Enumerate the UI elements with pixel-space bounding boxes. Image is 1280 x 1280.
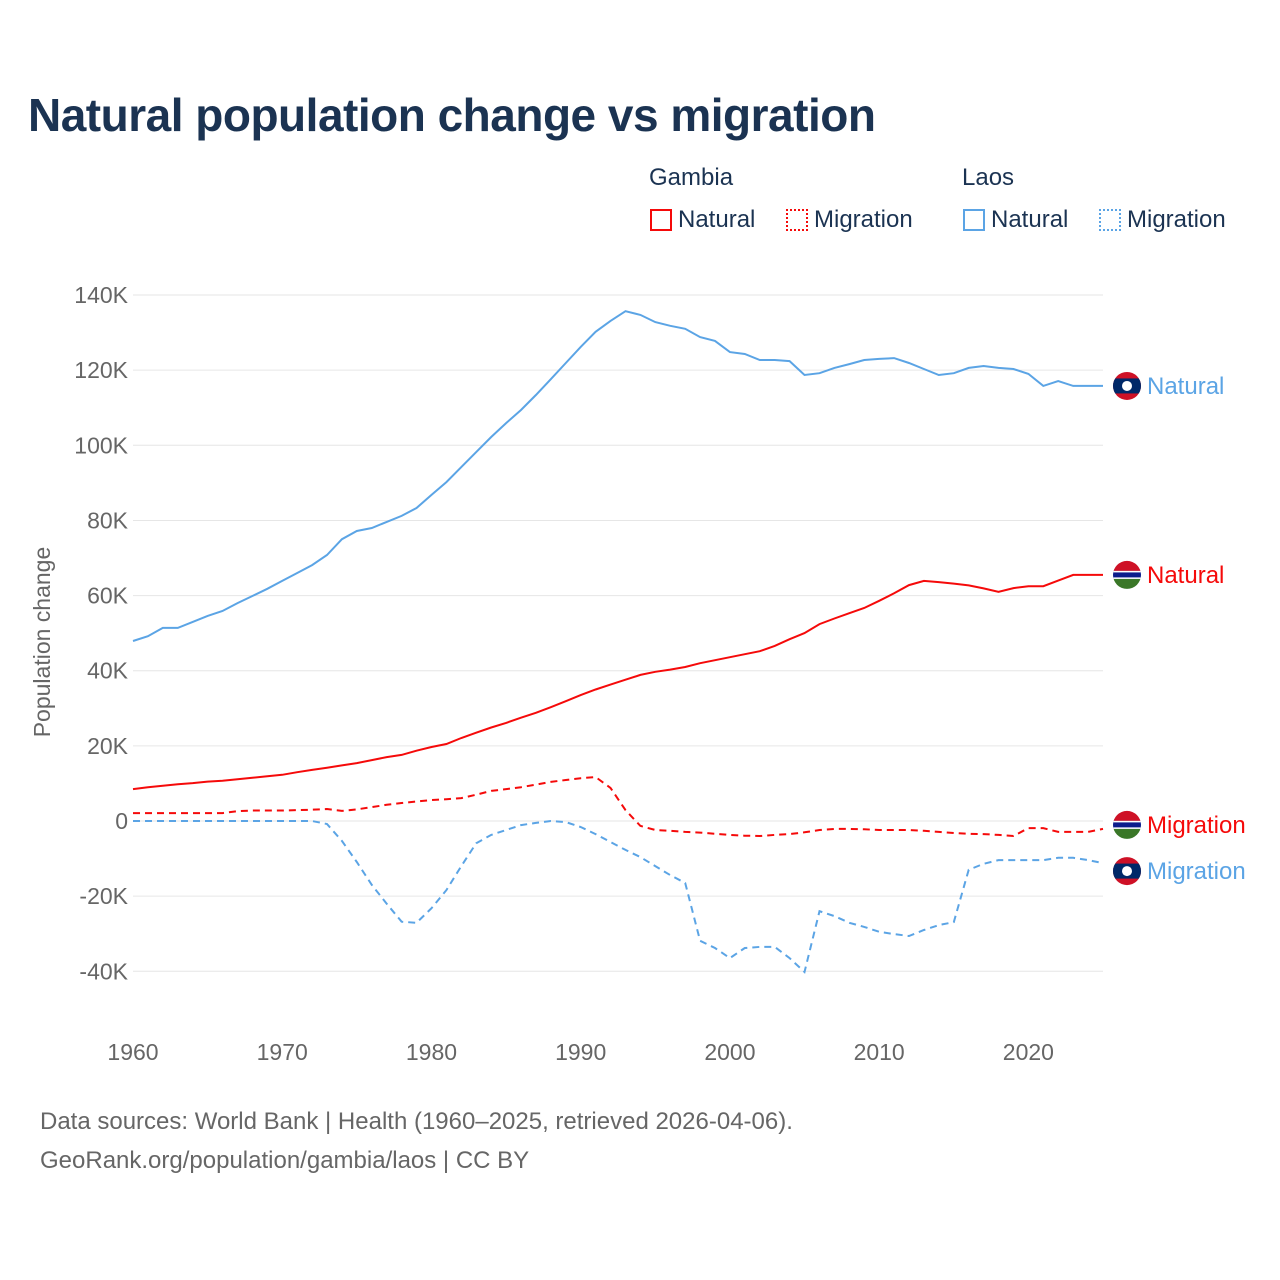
y-tick-label: 140K <box>74 282 128 308</box>
legend-laos-migration[interactable]: Migration <box>1099 206 1226 234</box>
end-label-laos-migration: Migration <box>1147 858 1246 885</box>
series-line-laos-natural <box>132 310 1103 642</box>
flag-stripe <box>1113 828 1141 839</box>
y-tick-label: 120K <box>74 357 128 383</box>
legend-swatch <box>963 209 985 231</box>
y-tick-label: 40K <box>87 658 129 684</box>
legend-swatch <box>1099 209 1121 231</box>
flag-stripe <box>1113 820 1141 823</box>
legend-group-gambia: Gambia <box>649 164 734 191</box>
legend-gambia-natural[interactable]: Natural <box>650 206 755 234</box>
y-tick-label: 80K <box>87 507 129 533</box>
series-line-gambia-natural <box>132 573 1103 791</box>
legend-label: Migration <box>1127 206 1226 233</box>
flag-part <box>1122 866 1132 877</box>
series-line-laos-migration <box>133 819 1104 974</box>
end-label-laos-natural: Natural <box>1147 373 1224 400</box>
y-tick-label: 100K <box>74 432 128 458</box>
y-axis-label: Population change <box>29 547 55 738</box>
flag-stripe <box>1113 570 1141 573</box>
flag-stripe <box>1113 560 1141 571</box>
y-tick-label: 0 <box>115 808 128 834</box>
flag-stripe <box>1113 827 1141 829</box>
legend-label: Migration <box>814 206 913 233</box>
flag-part <box>1122 380 1132 391</box>
x-tick-label: 2000 <box>704 1039 755 1065</box>
y-tick-label: 20K <box>87 733 129 759</box>
legend-label: Natural <box>991 206 1069 233</box>
footer-sources: Data sources: World Bank | Health (1960–… <box>40 1108 793 1135</box>
x-tick-label: 1960 <box>107 1039 158 1065</box>
chart-title: Natural population change vs migration <box>28 89 876 141</box>
flag-stripe <box>1113 578 1141 589</box>
x-tick-label: 1970 <box>257 1039 308 1065</box>
x-tick-label: 2010 <box>854 1039 905 1065</box>
laos-flag-icon <box>1113 857 1141 886</box>
gambia-flag-icon <box>1113 560 1141 589</box>
footer-link[interactable]: GeoRank.org/population/gambia/laos | CC … <box>40 1147 530 1174</box>
x-tick-label: 1980 <box>406 1039 457 1065</box>
x-tick-label: 1990 <box>555 1039 606 1065</box>
x-tick-label: 2020 <box>1003 1039 1054 1065</box>
flag-stripe <box>1113 820 1141 829</box>
series-line-gambia-migration <box>133 775 1104 838</box>
flag-stripe <box>1113 570 1141 579</box>
flag-stripe <box>1113 577 1141 579</box>
legend-swatch <box>786 209 808 231</box>
legend-swatch <box>650 209 672 231</box>
gambia-flag-icon <box>1113 810 1141 839</box>
legend-group-laos: Laos <box>962 164 1015 191</box>
legend-label: Natural <box>678 206 756 233</box>
legend-gambia-migration[interactable]: Migration <box>786 206 913 234</box>
legend-laos-natural[interactable]: Natural <box>963 206 1068 234</box>
y-tick-label: 60K <box>87 583 129 609</box>
y-tick-label: -40K <box>79 958 128 984</box>
y-tick-label: -20K <box>79 883 128 909</box>
flag-stripe <box>1113 810 1141 821</box>
end-label-gambia-migration: Migration <box>1147 812 1246 839</box>
laos-flag-icon <box>1113 371 1141 400</box>
end-label-gambia-natural: Natural <box>1147 562 1224 589</box>
